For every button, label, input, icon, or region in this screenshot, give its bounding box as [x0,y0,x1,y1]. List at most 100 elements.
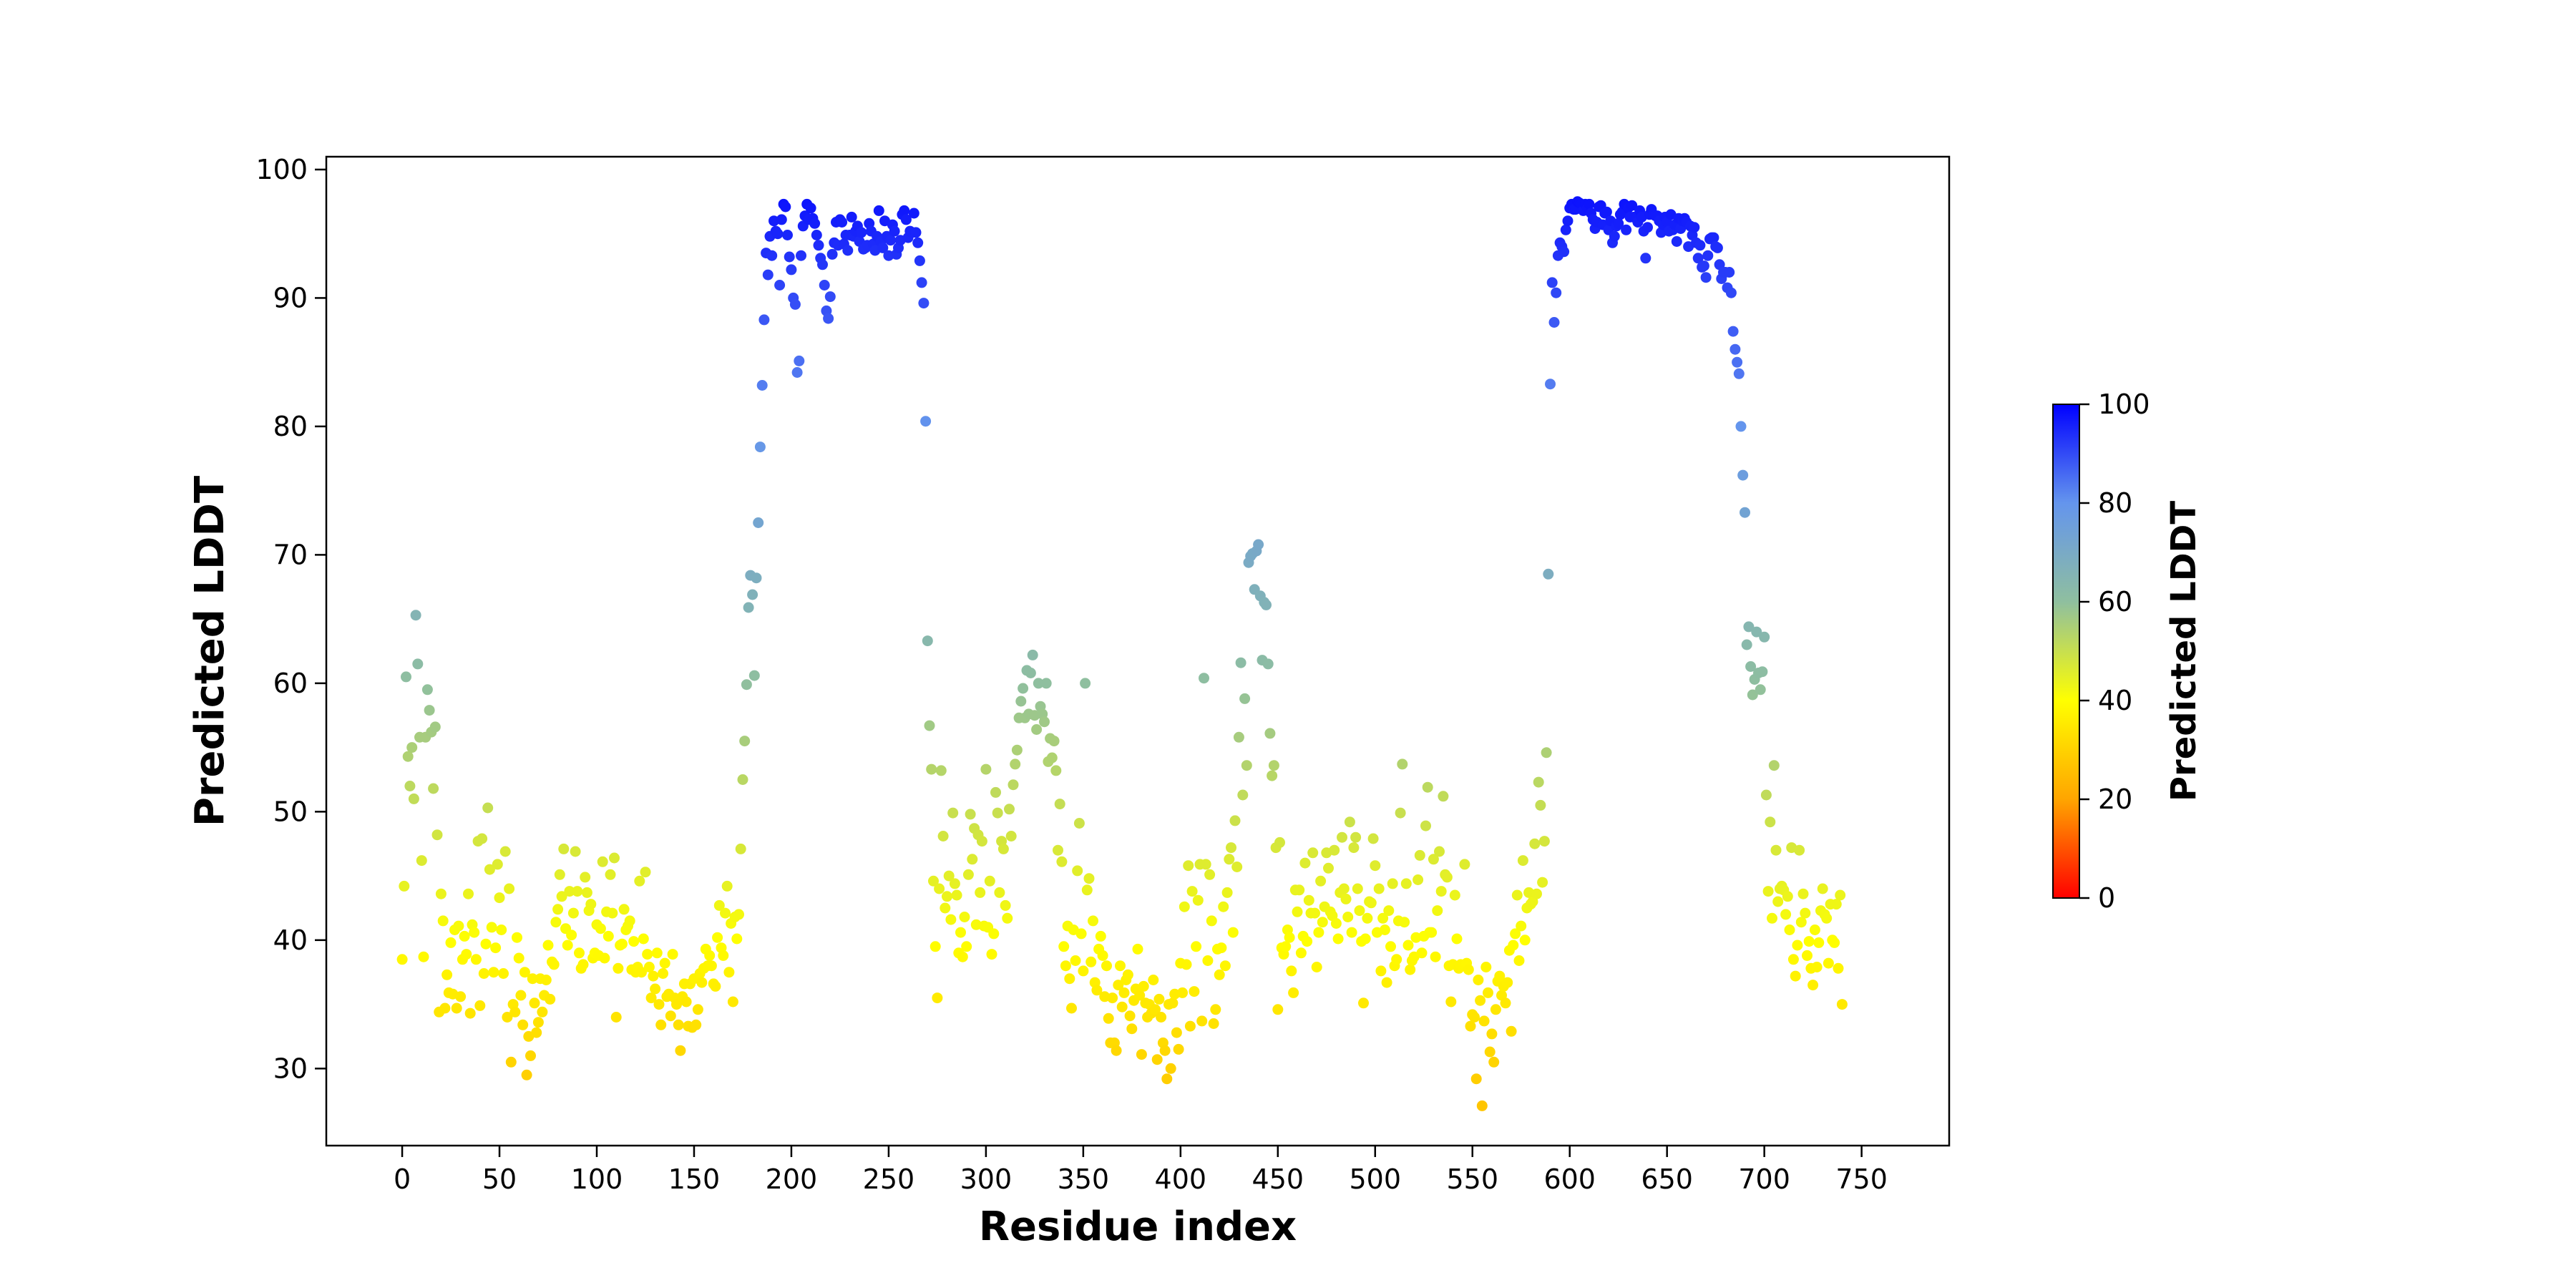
data-point [1459,859,1470,870]
data-point [519,967,530,978]
data-point [1830,899,1842,910]
data-point [1239,693,1251,704]
data-point [1402,940,1414,951]
data-point [651,947,663,959]
data-point [1040,678,1052,689]
data-point [439,1002,451,1014]
data-point [1295,947,1307,959]
data-point [1261,599,1272,610]
colorbar-tick-label: 80 [2098,487,2132,519]
data-point [418,951,429,962]
data-point [1360,933,1371,945]
data-point [762,269,774,280]
data-point [1383,905,1395,917]
data-point [1813,937,1825,948]
data-point [1299,857,1311,869]
data-point [1064,973,1075,985]
data-point [1218,901,1229,912]
data-point [899,205,910,216]
data-point [1302,936,1313,947]
data-point [537,1006,548,1018]
data-point [1470,1073,1482,1085]
data-point [706,960,717,972]
data-point [659,957,670,969]
y-tick-label: 70 [273,539,308,570]
data-point [1445,996,1457,1008]
data-point [532,1017,544,1028]
data-point [463,888,474,899]
data-point [889,225,900,237]
data-point [741,679,752,691]
data-point [1743,621,1755,633]
data-point [712,932,723,943]
data-point [545,993,556,1005]
data-point [1113,980,1124,991]
data-point [1395,807,1406,819]
data-point [1803,936,1815,947]
data-point [1513,955,1525,966]
data-point [1551,287,1562,298]
data-point [1091,985,1103,996]
data-point [1772,896,1784,907]
data-point [1161,1073,1173,1085]
data-point [1640,253,1652,264]
data-point [1253,539,1264,550]
data-point [1189,986,1200,997]
x-tick-label: 200 [766,1163,818,1195]
data-point [1148,975,1159,985]
data-point [1626,200,1638,211]
data-point [704,950,716,961]
data-point [1511,889,1523,901]
data-point [529,997,540,1009]
data-point [441,969,453,980]
data-point [1519,935,1531,946]
data-point [1558,246,1570,258]
data-point [1473,975,1484,985]
data-point [1689,222,1700,233]
data-point [1231,862,1243,872]
data-point [1340,893,1352,904]
data-point [961,941,972,952]
data-point [492,859,503,870]
data-point [1700,272,1712,283]
data-point [1365,897,1377,909]
data-point [1537,877,1548,888]
colorbar-tick-label: 0 [2098,882,2115,914]
data-point [813,240,824,251]
data-point [1833,962,1844,974]
data-point [1541,747,1552,758]
data-point [1560,224,1571,235]
data-point [1379,924,1390,935]
data-point [910,227,922,238]
data-point [640,867,651,878]
data-point [1267,770,1278,781]
data-point [1010,758,1021,770]
data-point [731,933,743,945]
colorbar-tick-label: 60 [2098,586,2132,618]
data-point [412,658,424,670]
data-point [1508,940,1519,951]
data-point [1229,815,1241,826]
data-point [570,846,581,857]
data-point [1480,962,1492,972]
y-tick-label: 60 [273,668,308,699]
data-point [747,589,758,600]
data-point [1085,956,1097,967]
data-point [671,999,682,1010]
data-point [1075,928,1087,940]
data-point [1107,992,1118,1004]
data-point [1451,933,1463,945]
x-axis-ticks: 0 50 100 150 200 250 300 350 400 450 500 550 600 650 7… [394,1146,1888,1195]
data-point [1344,816,1355,828]
data-point [1377,912,1389,924]
data-point [1103,1013,1114,1024]
data-point [1202,955,1214,966]
data-point [945,914,957,925]
data-point [1115,960,1126,972]
data-point [1494,970,1506,982]
data-point [1122,969,1133,980]
data-point [920,416,932,427]
data-point [1792,940,1803,951]
data-point [1307,847,1319,859]
data-point [408,793,419,804]
